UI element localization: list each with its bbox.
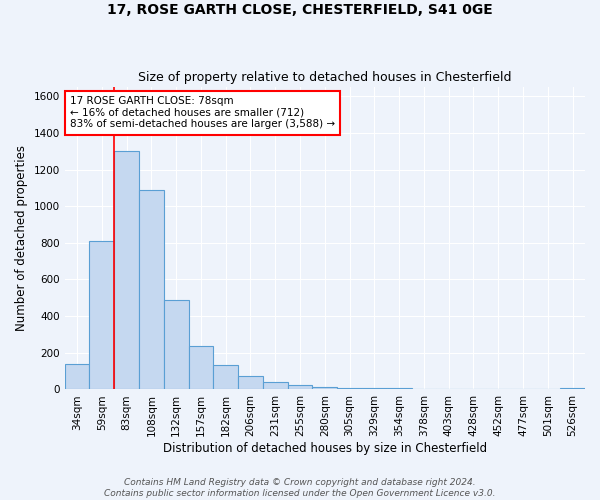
Bar xyxy=(65,364,89,390)
Bar xyxy=(214,364,238,390)
Bar xyxy=(287,385,313,390)
Bar xyxy=(238,376,263,390)
Bar xyxy=(486,389,511,390)
Bar xyxy=(436,388,461,390)
Bar xyxy=(560,388,585,390)
Y-axis label: Number of detached properties: Number of detached properties xyxy=(15,146,28,332)
Bar xyxy=(139,190,164,390)
Text: 17 ROSE GARTH CLOSE: 78sqm
← 16% of detached houses are smaller (712)
83% of sem: 17 ROSE GARTH CLOSE: 78sqm ← 16% of deta… xyxy=(70,96,335,130)
Bar xyxy=(387,388,412,390)
X-axis label: Distribution of detached houses by size in Chesterfield: Distribution of detached houses by size … xyxy=(163,442,487,455)
Bar xyxy=(461,389,486,390)
Bar xyxy=(114,151,139,390)
Text: 17, ROSE GARTH CLOSE, CHESTERFIELD, S41 0GE: 17, ROSE GARTH CLOSE, CHESTERFIELD, S41 … xyxy=(107,2,493,16)
Bar xyxy=(263,382,287,390)
Bar xyxy=(313,386,337,390)
Bar xyxy=(362,388,387,390)
Bar xyxy=(164,300,188,390)
Bar xyxy=(511,389,535,390)
Bar xyxy=(412,388,436,390)
Bar xyxy=(89,241,114,390)
Title: Size of property relative to detached houses in Chesterfield: Size of property relative to detached ho… xyxy=(138,72,512,85)
Bar xyxy=(337,388,362,390)
Bar xyxy=(188,346,214,390)
Text: Contains HM Land Registry data © Crown copyright and database right 2024.
Contai: Contains HM Land Registry data © Crown c… xyxy=(104,478,496,498)
